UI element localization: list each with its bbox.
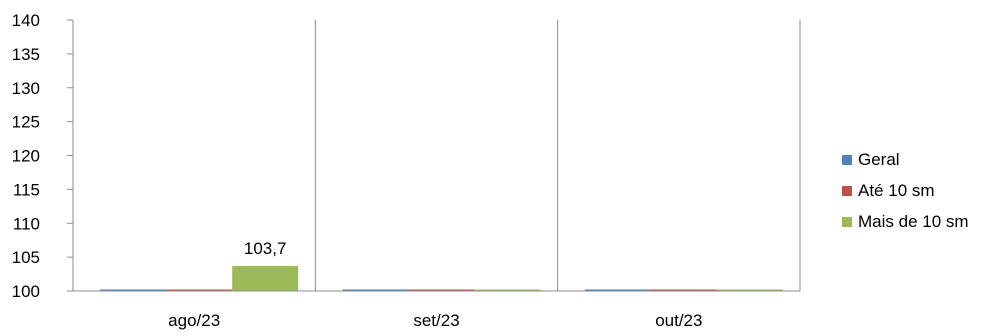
legend-label-geral: Geral (858, 149, 900, 169)
y-tick-label: 115 (13, 180, 40, 199)
bar-at-10-sm-out-23 (650, 289, 717, 291)
bar-at-10-sm-set-23 (408, 289, 475, 291)
y-tick-label: 120 (12, 147, 40, 166)
bar-mais-de-10-sm-out-23 (716, 289, 783, 291)
legend: Geral Até 10 sm Mais de 10 sm (842, 144, 969, 237)
category-separators (314, 20, 801, 291)
y-tick-label: 130 (12, 79, 40, 98)
legend-swatch-mais-de-10-sm (842, 216, 852, 227)
x-axis-categories: ago/23 set/23 out/23 (168, 311, 702, 330)
y-tick-label: 125 (12, 113, 40, 132)
x-category-label: out/23 (655, 311, 702, 330)
bar-mais-de-10-sm-set-23 (474, 289, 541, 291)
legend-item-mais-de-10-sm: Mais de 10 sm (842, 206, 969, 237)
data-labels: 103,7 (244, 239, 287, 258)
bar-geral-ago-23 (100, 289, 167, 291)
legend-swatch-geral (842, 154, 852, 165)
legend-label-ate-10-sm: Até 10 sm (858, 180, 935, 200)
bar-geral-out-23 (584, 289, 651, 291)
x-category-label: ago/23 (168, 311, 220, 330)
bar-at-10-sm-ago-23 (166, 289, 233, 291)
y-tick-label: 100 (12, 282, 40, 301)
bar-geral-set-23 (342, 289, 409, 291)
y-tick-label: 110 (13, 214, 40, 233)
legend-item-ate-10-sm: Até 10 sm (842, 175, 969, 206)
legend-label-mais-de-10-sm: Mais de 10 sm (858, 211, 969, 231)
legend-swatch-ate-10-sm (842, 185, 852, 196)
x-category-label: set/23 (413, 311, 459, 330)
bars (100, 265, 783, 291)
y-tick-label: 140 (12, 11, 40, 30)
y-axis-ticks: 100 105 110 115 120 125 130 135 140 (12, 11, 73, 301)
y-tick-label: 135 (12, 45, 40, 64)
data-label: 103,7 (244, 239, 287, 258)
bar-mais-de-10-sm-ago-23 (232, 265, 299, 291)
legend-item-geral: Geral (842, 144, 969, 175)
y-tick-label: 105 (12, 248, 40, 267)
